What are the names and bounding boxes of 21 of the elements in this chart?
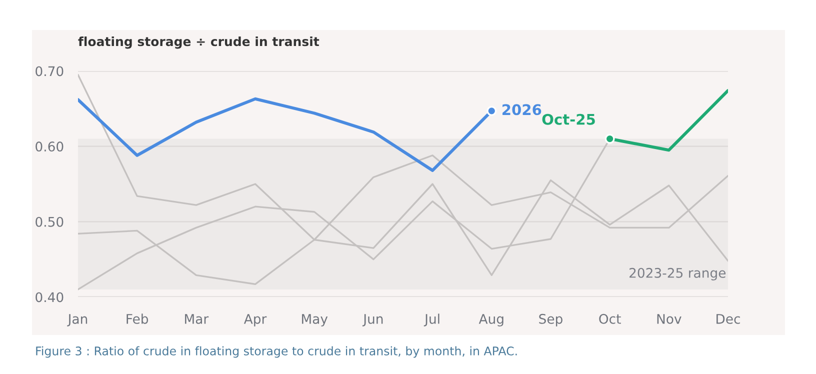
x-tick-label: Apr [244, 314, 267, 326]
x-tick-label: Aug [478, 314, 504, 326]
x-tick-label: Feb [126, 314, 148, 324]
x-tick-label: Nov [657, 314, 682, 324]
x-tick-label: May [302, 314, 328, 326]
series-label: 2026 [502, 104, 542, 116]
x-tick-label: Mar [185, 314, 209, 324]
y-tick-label: 0.40 [36, 292, 64, 302]
x-tick-label: Oct [599, 314, 621, 324]
caption: Figure 3 : Ratio of crude in floating storage to crude in transit, by month, in APAC. [36, 346, 517, 358]
x-tick-label: Jun [362, 314, 383, 326]
series-label: Oct-25 [542, 114, 595, 125]
y-tick-label: 0.70 [36, 66, 64, 76]
y-tick-label: 0.50 [36, 216, 64, 227]
band-label: 2023-25 range [630, 268, 726, 280]
x-tick-label: Jul [424, 314, 440, 326]
chart-title: floating storage ÷ crude in transit [78, 36, 320, 49]
x-tick-label: Sep [539, 314, 562, 326]
x-tick-label: Dec [716, 314, 740, 324]
x-tick-label: Jan [67, 314, 88, 326]
y-tick-label: 0.60 [36, 142, 64, 152]
